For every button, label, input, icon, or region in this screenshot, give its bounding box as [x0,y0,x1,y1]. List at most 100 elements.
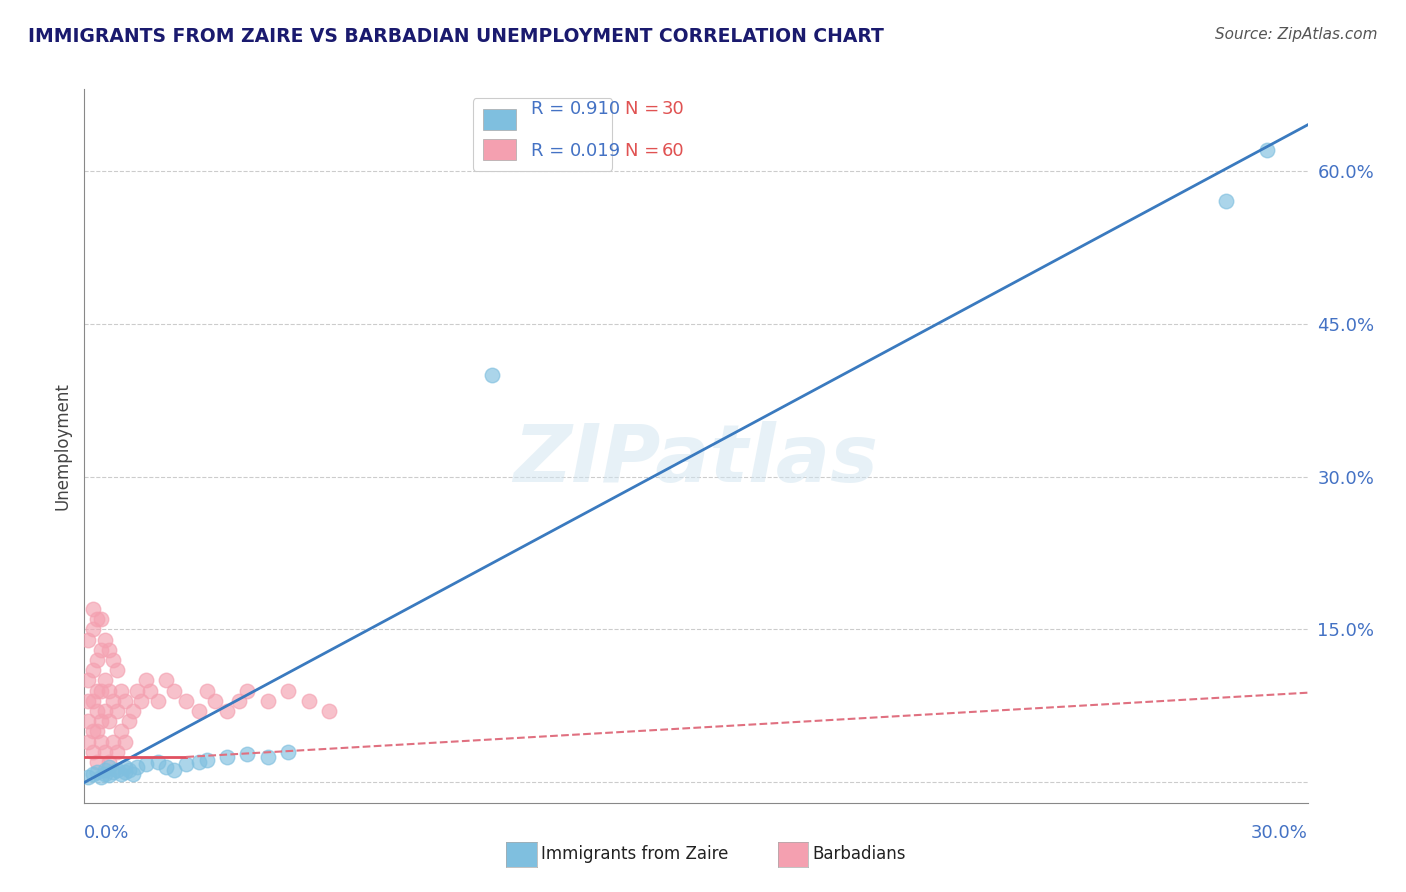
Point [77,770,100,784]
Point [481,368,503,382]
Point [236,683,259,698]
Text: 0.910: 0.910 [571,100,621,118]
Point [114,765,136,780]
Point [97,760,120,774]
Point [90,612,112,626]
Point [257,750,280,764]
Point [118,763,141,777]
Point [90,683,112,698]
Text: IMMIGRANTS FROM ZAIRE VS BARBADIAN UNEMPLOYMENT CORRELATION CHART: IMMIGRANTS FROM ZAIRE VS BARBADIAN UNEMP… [28,27,884,45]
Point [163,683,186,698]
Point [114,694,136,708]
Point [187,755,209,769]
Point [1215,194,1237,209]
Point [90,734,112,748]
Point [155,673,177,688]
Point [97,643,120,657]
Point [127,683,149,698]
Point [93,704,117,718]
Text: 0.019: 0.019 [571,142,621,160]
Point [122,767,145,781]
Point [146,755,169,769]
Point [93,673,117,688]
Point [97,755,120,769]
Point [228,694,250,708]
Point [105,745,128,759]
Point [82,745,104,759]
Point [114,734,136,748]
Point [82,663,104,677]
Point [187,704,209,718]
Point [236,747,259,761]
Text: 30: 30 [662,100,685,118]
Point [131,694,153,708]
Point [90,714,112,729]
Point [146,694,169,708]
Point [93,767,117,781]
Point [101,765,124,780]
Point [86,704,108,718]
Text: 0.0%: 0.0% [84,824,129,842]
Point [86,653,108,667]
Point [1256,144,1278,158]
Point [204,694,226,708]
Point [135,673,157,688]
Point [82,724,104,739]
Point [110,767,132,781]
Point [93,745,117,759]
Point [122,704,145,718]
Point [93,763,117,777]
Point [97,768,120,782]
Point [277,683,299,698]
Point [195,753,218,767]
Point [195,683,218,698]
Point [318,704,340,718]
Point [101,734,124,748]
Point [97,714,120,729]
Point [257,694,280,708]
Point [82,602,104,616]
Point [105,704,128,718]
Point [86,683,108,698]
Point [86,755,108,769]
Text: ZIPatlas: ZIPatlas [513,421,879,500]
Text: Barbadians: Barbadians [813,845,907,863]
Point [118,714,141,729]
Legend:              ,              : , [472,98,613,170]
Point [77,714,100,729]
Text: N =: N = [626,100,665,118]
Point [97,683,120,698]
Text: R =: R = [531,100,569,118]
Text: Immigrants from Zaire: Immigrants from Zaire [541,845,728,863]
Point [77,632,100,647]
Point [138,683,160,698]
Point [127,760,149,774]
Point [82,767,104,781]
Text: 30.0%: 30.0% [1251,824,1308,842]
Text: 60: 60 [662,142,685,160]
Text: R =: R = [531,142,569,160]
Point [105,663,128,677]
Point [163,763,186,777]
Y-axis label: Unemployment: Unemployment [53,382,72,510]
Point [155,760,177,774]
Point [90,643,112,657]
Point [101,653,124,667]
Text: Source: ZipAtlas.com: Source: ZipAtlas.com [1215,27,1378,42]
Point [82,623,104,637]
Text: N =: N = [626,142,665,160]
Point [110,683,132,698]
Point [86,765,108,780]
Point [86,724,108,739]
Point [77,734,100,748]
Point [110,724,132,739]
Point [93,632,117,647]
Point [277,745,299,759]
Point [298,694,321,708]
Point [114,760,136,774]
Point [105,763,128,777]
Point [176,757,198,772]
Point [135,757,157,772]
Point [86,612,108,626]
Point [77,673,100,688]
